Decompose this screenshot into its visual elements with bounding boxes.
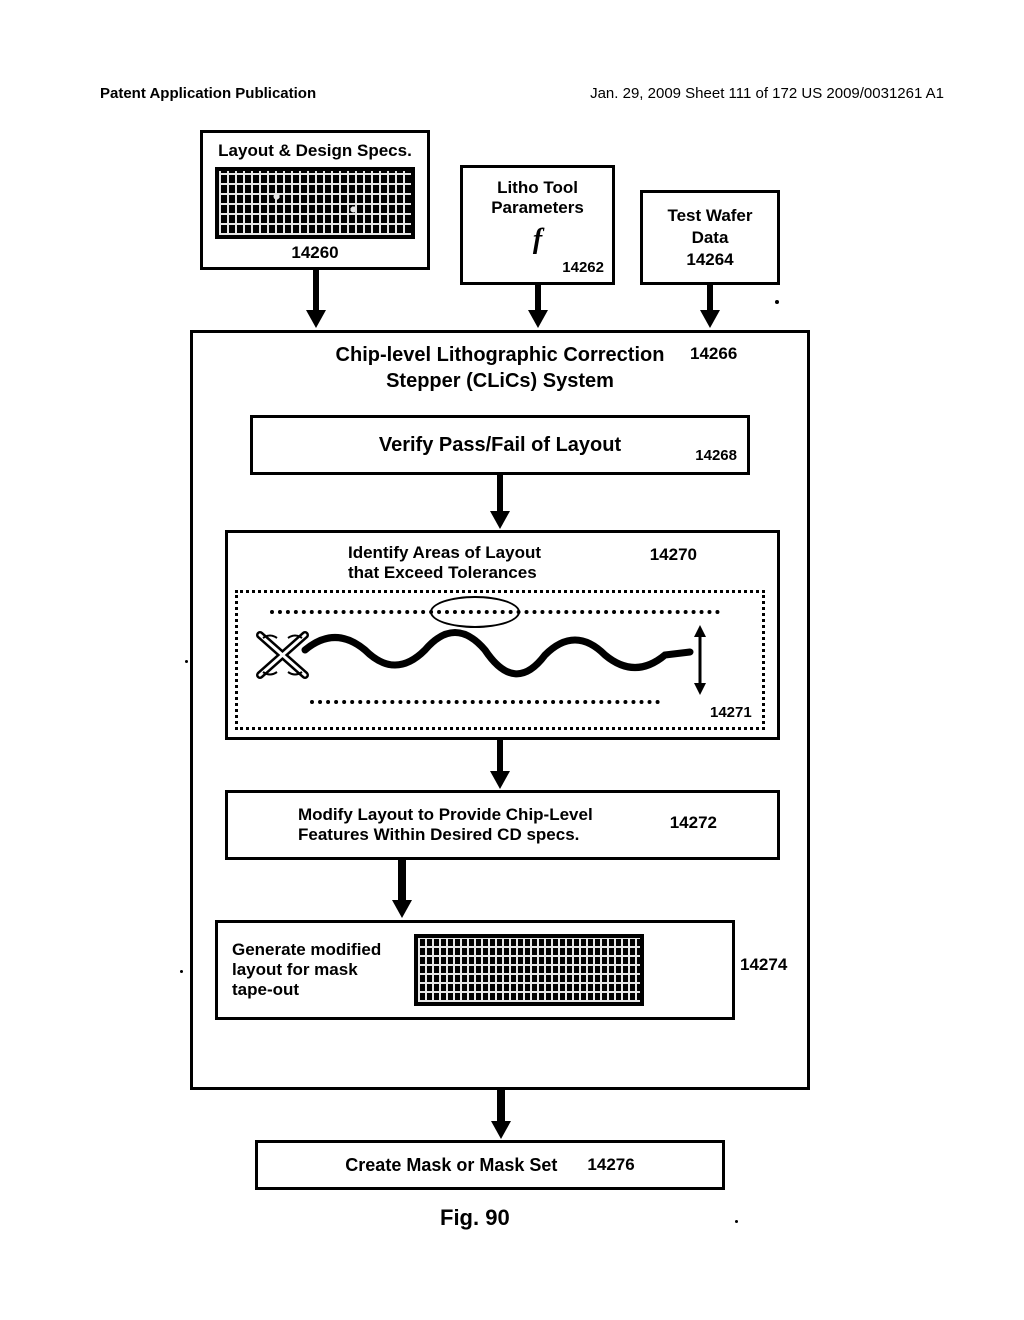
arrow-head-icon bbox=[490, 511, 510, 529]
arrow-shaft bbox=[497, 475, 503, 513]
test-wafer-box: Test Wafer Data 14264 bbox=[640, 190, 780, 285]
generate-box: Generate modified layout for mask tape-o… bbox=[215, 920, 735, 1020]
tolerance-arrow-icon bbox=[690, 625, 710, 695]
arrow-head-icon bbox=[528, 310, 548, 328]
page-header: Patent Application Publication Jan. 29, … bbox=[100, 85, 944, 102]
main-line1: Chip-level Lithographic Correction bbox=[336, 344, 665, 366]
chip-layout-image bbox=[215, 167, 415, 239]
scan-artifact bbox=[180, 970, 183, 973]
modified-chip-image bbox=[414, 934, 644, 1006]
arrow-shaft bbox=[497, 1090, 505, 1123]
arrow-head-icon bbox=[700, 310, 720, 328]
create-ref: 14276 bbox=[587, 1155, 634, 1175]
layout-design-specs-box: Layout & Design Specs. 14260 bbox=[200, 130, 430, 270]
litho-tool-params-box: Litho Tool Parameters f 14262 bbox=[460, 165, 615, 285]
tolerance-lower-line bbox=[310, 700, 660, 704]
verify-ref: 14268 bbox=[695, 447, 737, 464]
modify-text: Modify Layout to Provide Chip-Level Feat… bbox=[298, 805, 648, 845]
generate-text: Generate modified layout for mask tape-o… bbox=[232, 940, 402, 1000]
create-mask-box: Create Mask or Mask Set 14276 bbox=[255, 1140, 725, 1190]
scan-artifact bbox=[185, 660, 188, 663]
arrow-shaft bbox=[497, 740, 503, 773]
verify-text: Verify Pass/Fail of Layout bbox=[379, 434, 621, 457]
test-line1: Test Wafer bbox=[643, 205, 777, 227]
scan-artifact bbox=[775, 300, 779, 304]
scan-artifact bbox=[735, 1220, 738, 1223]
flowchart: Layout & Design Specs. 14260 Litho Tool … bbox=[180, 130, 820, 1250]
main-ref: 14266 bbox=[690, 344, 737, 364]
main-line2: Stepper (CLiCs) System bbox=[386, 370, 614, 392]
wave-curve-icon bbox=[295, 620, 695, 700]
litho-line2: Parameters bbox=[463, 198, 612, 218]
litho-line1: Litho Tool bbox=[463, 178, 612, 198]
arrow-shaft bbox=[707, 285, 713, 312]
test-ref: 14264 bbox=[643, 249, 777, 271]
identify-ref: 14270 bbox=[650, 545, 697, 565]
create-text: Create Mask or Mask Set bbox=[345, 1155, 557, 1176]
modify-box: Modify Layout to Provide Chip-Level Feat… bbox=[225, 790, 780, 860]
header-right: Jan. 29, 2009 Sheet 111 of 172 US 2009/0… bbox=[590, 85, 944, 102]
arrow-shaft bbox=[313, 270, 319, 312]
litho-ref: 14262 bbox=[562, 259, 604, 276]
highlight-circle-icon bbox=[430, 596, 520, 628]
inner-ref: 14271 bbox=[710, 704, 752, 721]
x-marker-icon bbox=[255, 630, 310, 680]
arrow-shaft bbox=[535, 285, 541, 312]
arrow-head-icon bbox=[306, 310, 326, 328]
identify-title: Identify Areas of Layout that Exceed Tol… bbox=[348, 543, 608, 583]
verify-box: Verify Pass/Fail of Layout 14268 bbox=[250, 415, 750, 475]
figure-label: Fig. 90 bbox=[440, 1205, 510, 1231]
header-left: Patent Application Publication bbox=[100, 85, 316, 102]
arrow-head-icon bbox=[491, 1121, 511, 1139]
layout-title: Layout & Design Specs. bbox=[213, 141, 417, 161]
layout-ref: 14260 bbox=[213, 243, 417, 263]
arrow-head-icon bbox=[392, 900, 412, 918]
generate-ref: 14274 bbox=[740, 955, 787, 975]
arrow-shaft bbox=[398, 860, 406, 902]
modify-ref: 14272 bbox=[670, 813, 717, 833]
litho-f-symbol: f bbox=[463, 224, 612, 256]
main-title: Chip-level Lithographic Correction Stepp… bbox=[230, 342, 770, 394]
arrow-head-icon bbox=[490, 771, 510, 789]
test-line2: Data bbox=[643, 227, 777, 249]
